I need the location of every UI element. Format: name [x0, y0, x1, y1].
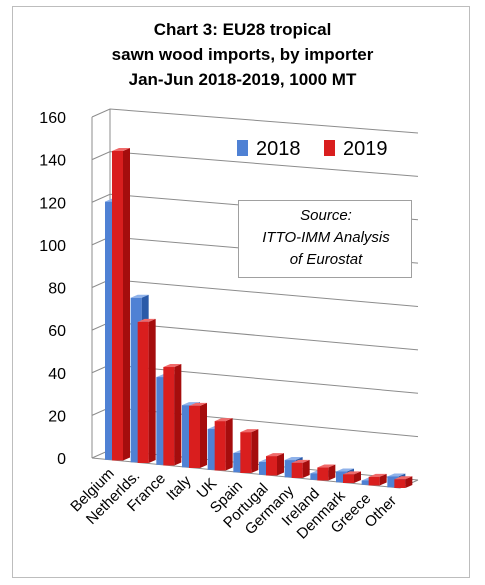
bar-2019-side	[328, 464, 336, 481]
bar-2018	[259, 461, 270, 475]
y-tick-label: 120	[39, 195, 66, 212]
bar-2019-side	[277, 453, 284, 476]
floor-front-edge	[91, 457, 401, 489]
bar-2019	[112, 151, 123, 461]
bar-2018	[130, 297, 142, 463]
bar-2019	[343, 474, 354, 483]
bar-2018	[284, 460, 296, 478]
y-tick-label: 40	[48, 366, 66, 383]
bar-2018	[387, 476, 399, 488]
bar-2019	[368, 476, 380, 486]
bar-2019-side	[225, 418, 233, 471]
chart-title-line-3: Jan-Jun 2018-2019, 1000 MT	[128, 70, 357, 89]
bar-2019-side	[379, 473, 387, 486]
bar-2019-top	[240, 429, 259, 433]
bar-2018-top	[336, 468, 354, 472]
bar-2019-top	[214, 418, 233, 422]
bar-2018	[156, 377, 168, 465]
bar-2018	[336, 471, 347, 483]
legend-label-2018: 2018	[256, 138, 301, 160]
chart-title-line-2: sawn wood imports, by importer	[111, 45, 374, 64]
bar-2019-side	[174, 364, 182, 466]
y-tick-label: 0	[57, 451, 66, 468]
bar-2019-top	[368, 473, 387, 477]
y-tick-label: 80	[48, 281, 66, 298]
bar-2018	[233, 452, 245, 473]
legend-swatch-2018	[237, 140, 248, 156]
y-tick-label: 20	[48, 408, 66, 425]
bar-2019	[163, 367, 175, 466]
bar-2019-top	[343, 471, 361, 475]
legend-swatch-2019	[324, 140, 335, 156]
bar-2018	[182, 405, 193, 468]
bar-2019	[189, 405, 200, 468]
bar-2019-side	[123, 148, 130, 461]
bar-2018-top	[130, 294, 149, 298]
bar-2019-side	[148, 318, 156, 463]
bar-2018-top	[284, 457, 303, 461]
bar-2019-top	[266, 453, 284, 457]
source-line-2: ITTO-IMM Analysis	[262, 229, 390, 246]
chart-title-line-1: Chart 3: EU28 tropical	[153, 20, 332, 39]
bar-2019-side	[302, 459, 310, 478]
bar-2019-top	[189, 402, 207, 406]
bar-2019-top	[291, 459, 310, 463]
bar-2019-top	[394, 476, 413, 480]
bar-2019	[291, 462, 303, 478]
bar-2019	[214, 421, 226, 471]
bar-2019	[266, 456, 277, 476]
bar-2019-top	[112, 148, 130, 152]
bar-2019	[240, 432, 252, 473]
bar-2018	[310, 473, 322, 480]
y-tick-label: 160	[39, 110, 66, 127]
bar-2019-side	[251, 429, 259, 473]
bar-2018	[207, 429, 219, 470]
bar-2018	[105, 201, 116, 460]
bar-2019-top	[163, 364, 182, 368]
bar-2019-top	[137, 318, 156, 322]
bar-2019	[137, 321, 149, 463]
bar-2018-top	[182, 402, 200, 406]
bar-2019-side	[405, 476, 413, 488]
y-tick-label: 100	[39, 238, 66, 255]
bar-2019	[394, 479, 406, 488]
source-box: Source: ITTO-IMM Analysis of Eurostat	[238, 200, 412, 278]
bar-2019-top	[317, 464, 336, 468]
bar-2019	[317, 467, 329, 481]
y-tick-label: 140	[39, 153, 66, 170]
bar-2018	[361, 480, 373, 485]
y-tick-label: 60	[48, 323, 66, 340]
bar-2018-top	[387, 473, 406, 477]
gridline	[91, 108, 419, 134]
bar-2019-side	[354, 471, 361, 483]
x-tick-label: Italy	[163, 472, 195, 504]
bar-2019-side	[200, 402, 207, 468]
source-line-1: Source:	[300, 207, 352, 224]
legend-label-2019: 2019	[343, 138, 388, 160]
source-line-3: of Eurostat	[289, 251, 363, 268]
